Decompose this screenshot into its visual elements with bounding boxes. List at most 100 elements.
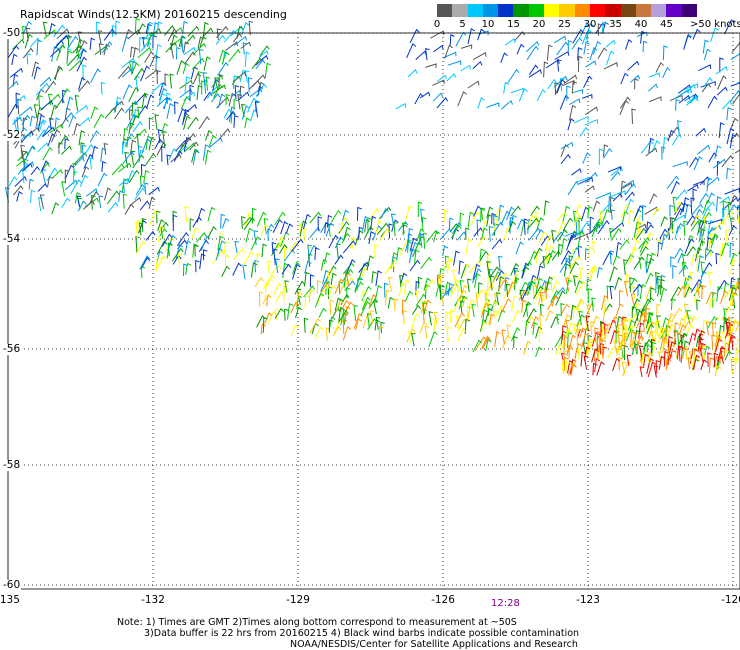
wind-barb <box>124 151 129 168</box>
wind-barb <box>271 242 277 255</box>
wind-barb <box>292 261 301 275</box>
wind-barb <box>447 60 462 66</box>
wind-barb <box>423 279 436 292</box>
wind-barb <box>562 205 571 222</box>
wind-barb <box>47 133 56 146</box>
wind-barb <box>645 272 654 285</box>
wind-barb <box>328 319 334 333</box>
wind-barb <box>487 309 499 325</box>
lat-label: -52 <box>2 129 22 141</box>
wind-barb <box>609 222 625 234</box>
wind-barb <box>673 330 680 348</box>
wind-barb <box>648 72 660 78</box>
wind-barb <box>662 136 669 153</box>
wind-barb <box>646 257 655 273</box>
wind-barb <box>275 258 280 274</box>
colorbar-label: 20 <box>532 19 546 30</box>
wind-barb <box>715 65 728 75</box>
wind-barb <box>334 297 342 312</box>
wind-barb <box>639 283 647 300</box>
wind-barb <box>649 287 655 300</box>
wind-barb <box>33 104 39 119</box>
wind-barb <box>528 69 542 78</box>
wind-barb <box>575 298 585 310</box>
wind-barb <box>264 312 273 324</box>
wind-barb <box>682 347 689 359</box>
wind-barb <box>44 80 57 94</box>
wind-barb <box>488 225 494 242</box>
wind-barb <box>199 35 207 48</box>
colorbar-swatch <box>651 4 667 17</box>
wind-barb <box>100 81 106 95</box>
wind-barb <box>509 216 515 228</box>
wind-barb <box>64 164 75 180</box>
wind-barb <box>535 251 541 264</box>
wind-barb <box>609 285 615 300</box>
wind-barb <box>729 242 735 258</box>
wind-barb <box>31 61 40 77</box>
wind-barb <box>619 96 631 109</box>
wind-barb <box>172 214 178 231</box>
wind-barb <box>244 70 250 83</box>
wind-barb <box>471 268 482 284</box>
wind-barb <box>148 137 156 151</box>
wind-barb <box>130 150 136 165</box>
colorbar-label: 10 <box>481 19 495 30</box>
wind-barb <box>90 68 101 83</box>
wind-barb <box>470 211 481 226</box>
wind-barb <box>50 129 61 143</box>
wind-barb <box>309 274 315 288</box>
wind-barb <box>591 240 597 254</box>
wind-barb <box>625 328 635 342</box>
colorbar-swatch <box>605 4 622 17</box>
wind-barb <box>328 234 339 249</box>
colorbar-swatch <box>467 4 484 17</box>
wind-barb <box>54 65 63 81</box>
wind-barb <box>267 260 272 274</box>
wind-barb <box>457 327 467 342</box>
wind-barb <box>624 280 629 297</box>
wind-barb <box>482 220 489 232</box>
colorbar-swatch <box>437 4 453 17</box>
wind-barb <box>331 209 342 223</box>
wind-barb <box>11 53 18 66</box>
wind-barb <box>706 226 716 238</box>
wind-barb <box>486 254 492 271</box>
wind-barb <box>465 227 470 240</box>
wind-barb <box>677 120 682 135</box>
wind-barb <box>432 92 444 102</box>
wind-barb <box>530 205 540 216</box>
wind-barb <box>123 127 129 141</box>
wind-barb <box>645 307 651 321</box>
wind-barb <box>574 343 583 359</box>
wind-barb <box>284 280 289 293</box>
wind-barb <box>505 283 511 298</box>
wind-barb <box>584 317 590 331</box>
wind-barb <box>656 239 662 255</box>
wind-barb <box>582 152 591 164</box>
wind-barb <box>601 21 608 35</box>
colorbar-label: 45 <box>660 19 673 30</box>
wind-barb <box>684 275 693 289</box>
wind-barb <box>320 278 330 292</box>
wind-barb <box>585 340 593 357</box>
wind-barb <box>38 94 43 110</box>
wind-barb <box>8 80 19 90</box>
wind-barb <box>73 170 78 185</box>
wind-barb <box>729 252 738 265</box>
wind-barb <box>342 326 352 341</box>
wind-barb <box>355 318 362 331</box>
wind-barb <box>662 340 669 352</box>
wind-barb <box>74 192 81 204</box>
wind-barb <box>58 142 63 154</box>
wind-barb <box>737 277 740 290</box>
wind-barb <box>657 241 663 257</box>
wind-barb <box>619 341 625 355</box>
wind-barb <box>182 62 190 74</box>
wind-barb <box>714 145 722 159</box>
wind-barb <box>41 169 47 185</box>
wind-barb <box>29 115 36 127</box>
wind-barb <box>688 315 698 328</box>
wind-barb <box>183 46 196 56</box>
wind-barb <box>638 257 644 270</box>
